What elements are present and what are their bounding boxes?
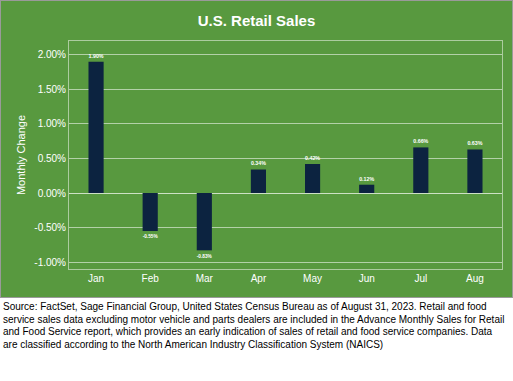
svg-text:-0.55%: -0.55% xyxy=(143,234,159,239)
svg-text:Jun: Jun xyxy=(359,273,375,284)
svg-text:May: May xyxy=(303,273,322,284)
svg-text:0.34%: 0.34% xyxy=(251,160,266,166)
svg-text:1.50%: 1.50% xyxy=(38,84,66,95)
html-text:Source: FactSet, Sage Financia: Source: FactSet, Sage Financial Group, U… xyxy=(3,301,505,350)
svg-text:Mar: Mar xyxy=(196,273,214,284)
svg-text:Aug: Aug xyxy=(466,273,484,284)
svg-text:0.12%: 0.12% xyxy=(359,176,374,182)
svg-text:-1.00%: -1.00% xyxy=(34,257,66,268)
svg-text:1.00%: 1.00% xyxy=(38,118,66,129)
svg-text:Monthly Change: Monthly Change xyxy=(15,115,27,195)
svg-text:U.S. Retail Sales: U.S. Retail Sales xyxy=(198,12,316,29)
svg-text:-0.83%: -0.83% xyxy=(197,254,213,259)
svg-text:Feb: Feb xyxy=(142,273,160,284)
svg-text:0.42%: 0.42% xyxy=(305,155,320,161)
svg-text:0.50%: 0.50% xyxy=(38,153,66,164)
svg-text:1.90%: 1.90% xyxy=(88,53,103,59)
svg-text:Apr: Apr xyxy=(251,273,267,284)
svg-text:0.66%: 0.66% xyxy=(413,138,428,144)
svg-text:2.00%: 2.00% xyxy=(38,49,66,60)
svg-text:Jan: Jan xyxy=(88,273,104,284)
svg-text:-0.50%: -0.50% xyxy=(34,222,66,233)
svg-text:0.00%: 0.00% xyxy=(38,188,66,199)
svg-text:0.63%: 0.63% xyxy=(467,140,482,146)
svg-text:Jul: Jul xyxy=(414,273,427,284)
